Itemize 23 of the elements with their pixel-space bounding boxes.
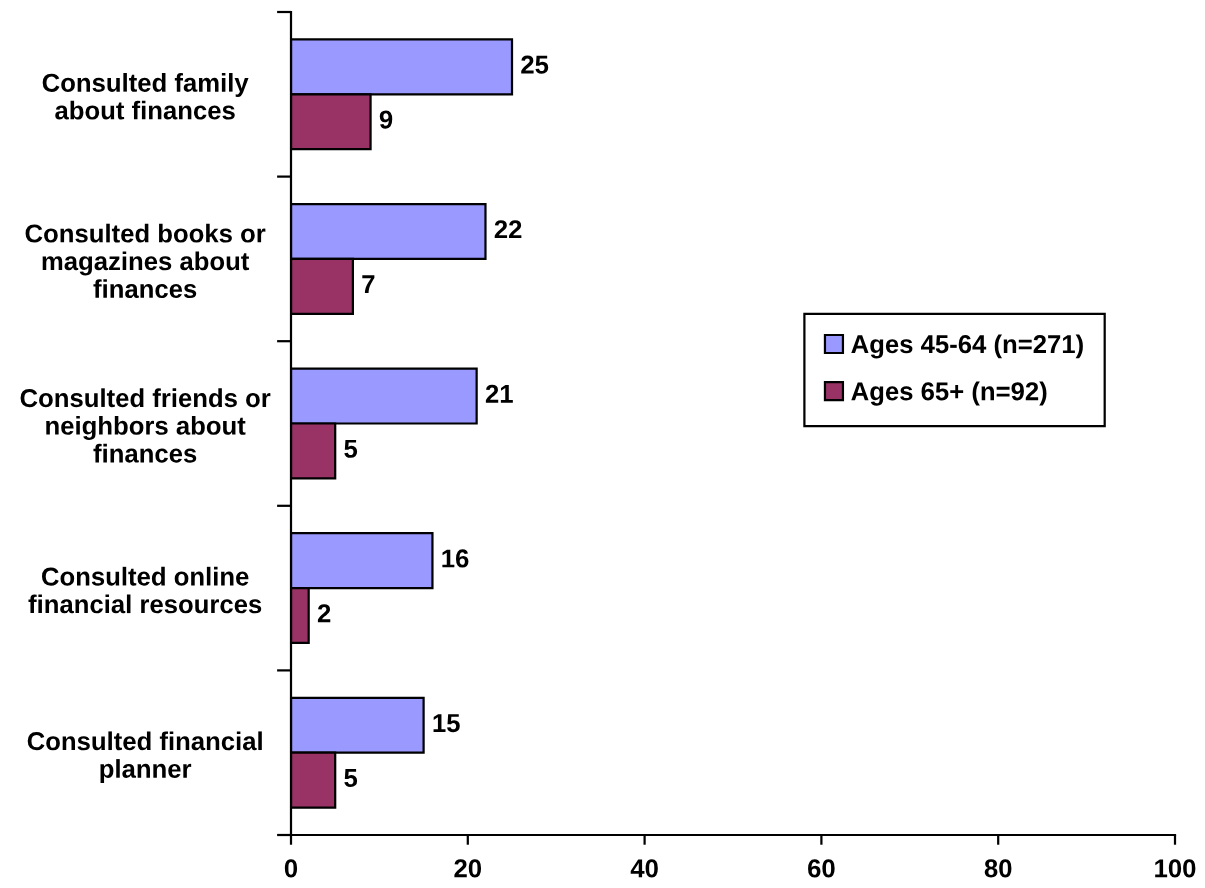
x-tick-label: 60 — [808, 859, 835, 878]
data-label: 21 — [485, 384, 513, 403]
data-label: 5 — [344, 769, 358, 788]
x-tick-label: 40 — [630, 859, 658, 878]
x-tick-label: 80 — [984, 859, 1012, 878]
y-tick-label: Consulted friends or neighbors about finances — [20, 388, 271, 463]
data-label: 16 — [442, 549, 469, 568]
legend-label: Ages 65+ (n=92) — [851, 381, 1047, 406]
data-label: 25 — [521, 55, 549, 74]
data-label: 15 — [433, 714, 460, 733]
data-label: 5 — [344, 439, 358, 458]
y-tick-label: Consulted online financial resources — [28, 566, 262, 614]
legend-label: Ages 45-64 (n=271) — [851, 334, 1083, 359]
x-tick-label: 100 — [1155, 859, 1196, 878]
data-label: 22 — [494, 220, 522, 239]
y-tick-label: Consulted financial planner — [27, 731, 262, 784]
x-tick-label: 20 — [454, 859, 482, 878]
y-tick-label: Consulted family about finances — [42, 73, 249, 120]
data-label: 9 — [379, 110, 393, 129]
data-label: 7 — [362, 275, 375, 293]
x-tick-label: 0 — [284, 859, 298, 878]
y-tick-label: Consulted books or magazines about finances — [25, 223, 266, 299]
data-label: 2 — [317, 604, 331, 623]
